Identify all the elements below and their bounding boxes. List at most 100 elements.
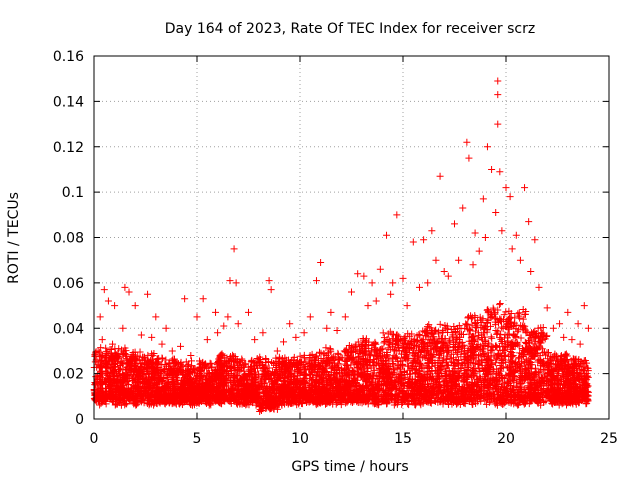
- roti-point: [133, 365, 141, 373]
- grid-lines: [94, 56, 609, 419]
- roti-point: [125, 393, 132, 401]
- roti-point: [113, 371, 121, 379]
- roti-point: [146, 377, 154, 385]
- roti-point: [125, 397, 133, 405]
- roti-point: [153, 358, 161, 366]
- roti-point: [156, 395, 164, 403]
- roti-point: [111, 360, 119, 368]
- roti-point: [100, 359, 108, 367]
- roti-point: [153, 380, 161, 388]
- roti-point: [149, 352, 157, 360]
- roti-point: [142, 370, 150, 378]
- roti-point: [170, 381, 178, 389]
- roti-point: [119, 398, 127, 406]
- roti-point: [132, 356, 140, 364]
- roti-point: [120, 384, 128, 392]
- roti-point: [115, 365, 123, 373]
- roti-point: [111, 401, 119, 409]
- roti-point: [161, 393, 169, 401]
- roti-point: [149, 368, 157, 376]
- roti-point: [117, 365, 125, 373]
- roti-point: [106, 345, 114, 353]
- roti-point: [118, 377, 126, 385]
- roti-point: [165, 399, 173, 407]
- roti-point: [154, 392, 162, 400]
- roti-point: [125, 356, 133, 364]
- roti-point: [114, 385, 122, 393]
- roti-point: [120, 348, 128, 356]
- roti-point: [148, 376, 156, 384]
- roti-point: [165, 364, 173, 372]
- roti-point: [164, 378, 172, 386]
- roti-point: [133, 401, 141, 409]
- roti-point: [121, 389, 129, 397]
- roti-point: [107, 350, 115, 358]
- roti-point: [163, 370, 171, 378]
- roti-point: [112, 351, 120, 359]
- roti-point: [115, 353, 123, 361]
- roti-point: [114, 375, 122, 383]
- roti-point: [122, 373, 130, 381]
- roti-point: [132, 399, 140, 407]
- roti-point: [148, 398, 156, 406]
- roti-point: [106, 391, 114, 399]
- roti-point: [161, 361, 169, 369]
- roti-point: [169, 355, 177, 363]
- roti-point: [140, 356, 148, 364]
- roti-point: [132, 385, 140, 393]
- roti-point: [95, 397, 103, 405]
- roti-point: [144, 357, 152, 365]
- roti-point: [97, 374, 105, 382]
- roti-point: [124, 390, 132, 398]
- roti-point: [117, 401, 125, 409]
- roti-point: [163, 383, 171, 391]
- roti-point: [94, 358, 102, 366]
- roti-point: [111, 390, 119, 398]
- roti-point: [166, 359, 174, 367]
- roti-point: [103, 370, 111, 378]
- roti-point: [103, 394, 111, 402]
- roti-point: [116, 395, 124, 403]
- roti-point: [122, 363, 130, 371]
- roti-point: [160, 385, 168, 393]
- roti-point: [132, 352, 140, 360]
- roti-point: [92, 373, 100, 381]
- data-points: [90, 77, 592, 416]
- roti-point: [153, 355, 161, 363]
- roti-point: [165, 370, 173, 378]
- roti-point: [166, 366, 174, 374]
- roti-point: [103, 360, 111, 368]
- roti-point: [97, 367, 105, 375]
- roti-point: [134, 359, 142, 367]
- roti-point: [144, 397, 152, 405]
- roti-point: [121, 374, 129, 382]
- roti-point: [97, 353, 105, 361]
- roti-point: [96, 348, 104, 356]
- roti-point: [111, 359, 119, 367]
- roti-point: [156, 370, 164, 378]
- roti-point: [134, 367, 142, 375]
- chart-title: Day 164 of 2023, Rate Of TEC Index for r…: [165, 21, 535, 37]
- roti-point: [136, 348, 144, 356]
- roti-point: [112, 382, 120, 390]
- roti-point: [101, 385, 109, 393]
- roti-point: [94, 384, 102, 392]
- roti-point: [142, 387, 150, 395]
- roti-point: [143, 376, 151, 384]
- roti-point: [166, 390, 174, 398]
- roti-point: [142, 382, 150, 390]
- roti-point: [106, 364, 114, 372]
- roti-point: [135, 371, 143, 379]
- roti-point: [135, 389, 143, 397]
- roti-point: [95, 361, 103, 369]
- roti-point: [116, 366, 124, 374]
- roti-point: [155, 374, 163, 382]
- roti-point: [106, 383, 114, 391]
- roti-point: [117, 380, 125, 388]
- roti-point: [162, 356, 170, 364]
- roti-point: [187, 357, 195, 365]
- roti-point: [136, 379, 144, 387]
- roti-point: [122, 352, 130, 360]
